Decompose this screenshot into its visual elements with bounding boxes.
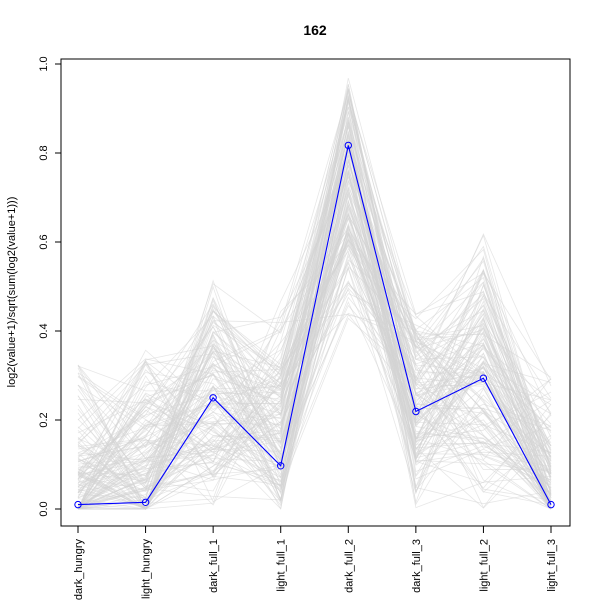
background-profile-line <box>77 169 552 510</box>
background-profile-line <box>78 110 552 510</box>
chart-title: 162 <box>303 22 327 38</box>
background-profile-line <box>77 159 552 510</box>
series-point <box>277 462 285 470</box>
background-profile-line <box>77 301 552 506</box>
series-layer <box>74 141 555 509</box>
y-tick-label: 0.4 <box>38 323 50 338</box>
y-axis: 0.0 0.2 0.4 0.6 0.8 1.0 <box>38 56 62 517</box>
background-profile-line <box>77 208 552 499</box>
x-tick-label: dark_full_1 <box>208 539 220 593</box>
series-point <box>412 407 420 416</box>
background-profile-line <box>77 148 552 510</box>
y-tick-label: 0.6 <box>38 234 50 249</box>
background-profile-line <box>77 222 552 505</box>
background-profile-line <box>77 239 552 502</box>
y-tick-label: 0.2 <box>38 412 50 427</box>
x-tick-label: dark_full_3 <box>411 539 423 593</box>
background-profile-line <box>77 292 552 510</box>
series-point <box>344 141 352 150</box>
background-profile-line <box>77 95 552 510</box>
background-profile-line <box>77 262 552 491</box>
y-axis-label: log2(value+1)/sqrt(sum(log2(value+1))) <box>6 197 18 388</box>
background-profile-line <box>77 125 552 478</box>
background-profile-line <box>77 185 552 493</box>
background-profile-line <box>77 98 552 510</box>
background-profile-line <box>77 142 552 510</box>
x-tick-label: light_full_2 <box>478 539 490 592</box>
background-profile-line <box>77 141 552 510</box>
background-profile-line <box>77 176 552 507</box>
background-profile-line <box>77 234 552 510</box>
x-tick-label: dark_hungry <box>73 539 85 600</box>
background-profile-line <box>77 154 552 475</box>
background-profiles <box>77 77 552 511</box>
background-profile-line <box>78 95 552 510</box>
background-profile-line <box>77 248 552 510</box>
background-profile-line <box>77 152 552 502</box>
series-point <box>547 500 555 509</box>
y-tick-label: 0.8 <box>38 145 50 160</box>
background-profile-line <box>77 236 552 489</box>
series-point <box>479 374 488 382</box>
y-tick-label: 1.0 <box>38 56 50 71</box>
background-profile-line <box>77 252 552 488</box>
x-tick-label: dark_full_2 <box>343 539 355 593</box>
background-profile-line <box>77 119 552 510</box>
series-point <box>209 394 217 402</box>
y-tick-label: 0.0 <box>38 501 50 516</box>
x-tick-label: light_full_3 <box>546 539 558 592</box>
background-profile-line <box>77 231 552 510</box>
x-tick-label: light_full_1 <box>276 539 288 592</box>
x-tick-label: light_hungry <box>141 539 153 599</box>
x-axis: dark_hungry light_hungry dark_full_1 light_… <box>73 525 558 600</box>
series-point <box>141 498 150 506</box>
series-line <box>77 145 552 506</box>
series-point <box>74 500 82 509</box>
background-profile-line <box>77 194 552 510</box>
